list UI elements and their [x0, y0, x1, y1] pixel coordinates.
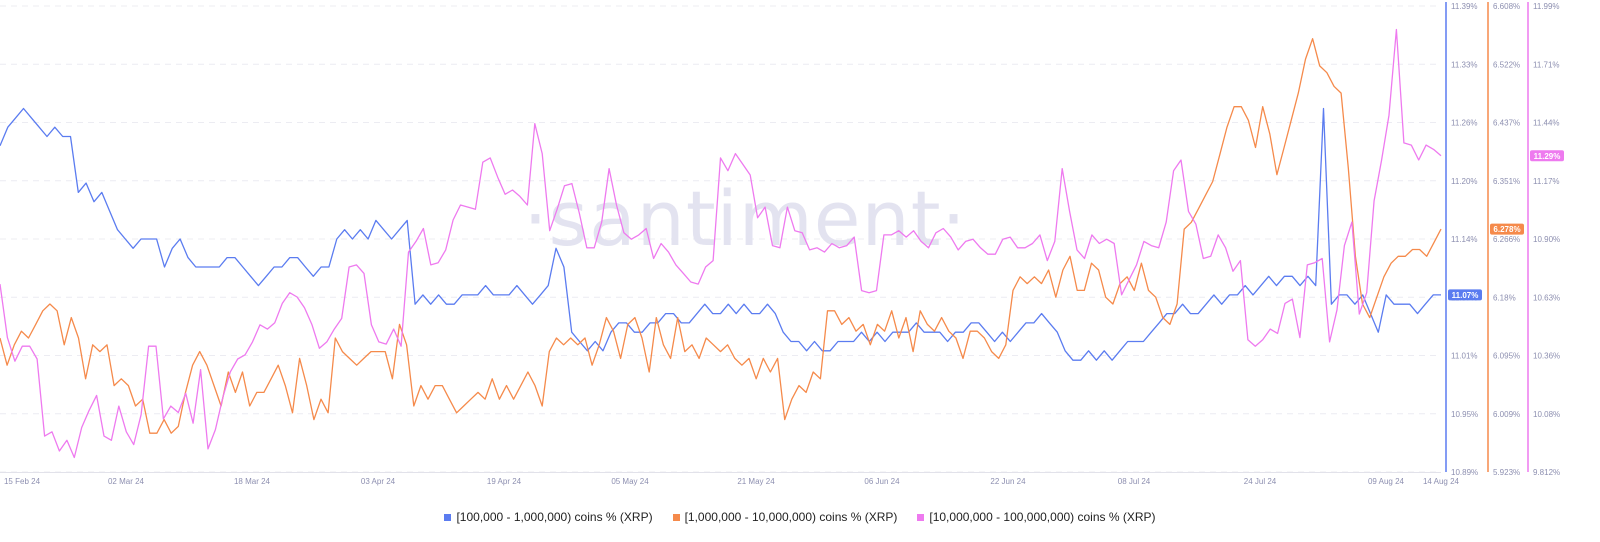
y-tick-label: 10.36%	[1533, 352, 1560, 361]
x-axis: 15 Feb 24 02 Mar 24 18 Mar 24 03 Apr 24 19 A…	[4, 477, 1460, 486]
y-tick-label: 6.608%	[1493, 2, 1520, 11]
x-tick-label: 03 Apr 24	[361, 477, 396, 486]
legend-swatch-blue	[444, 513, 452, 521]
y-tick-label: 11.17%	[1533, 177, 1560, 186]
series-line-3	[0, 28, 1442, 459]
last-value-badge	[1530, 150, 1564, 162]
x-tick-label: 05 May 24	[611, 477, 649, 486]
y-tick-label: 6.522%	[1493, 60, 1520, 69]
watermark: ·santiment·	[523, 174, 966, 263]
y-tick-label: 11.71%	[1533, 60, 1560, 69]
y-tick-label: 6.351%	[1493, 177, 1520, 186]
y-tick-label: 6.266%	[1493, 235, 1520, 244]
x-tick-label: 19 Apr 24	[487, 477, 522, 486]
y-tick-label: 11.01%	[1451, 352, 1478, 361]
y-tick-label: 10.90%	[1533, 235, 1560, 244]
last-value-label: 11.07%	[1452, 291, 1479, 300]
y-tick-label: 6.437%	[1493, 119, 1520, 128]
x-tick-label: 06 Jun 24	[864, 477, 900, 486]
series-line-2	[0, 38, 1442, 434]
series-line-1	[0, 107, 1441, 361]
y-tick-label: 11.26%	[1451, 119, 1478, 128]
x-tick-label: 08 Jul 24	[1118, 477, 1151, 486]
y-tick-label: 11.99%	[1533, 2, 1560, 11]
y-tick-label: 11.33%	[1451, 60, 1478, 69]
legend-swatch-orange	[672, 513, 680, 521]
legend-label: [100,000 - 1,000,000) coins % (XRP)	[456, 510, 653, 524]
last-value-badge	[1490, 223, 1524, 235]
x-tick-label: 02 Mar 24	[108, 477, 145, 486]
y-tick-label: 10.08%	[1533, 410, 1560, 419]
y-tick-label: 11.39%	[1451, 2, 1478, 11]
y-tick-label: 10.89%	[1451, 468, 1478, 477]
last-value-label: 6.278%	[1493, 225, 1520, 234]
legend-swatch-pink	[917, 513, 925, 521]
legend-label: [1,000,000 - 10,000,000) coins % (XRP)	[684, 510, 898, 524]
y-tick-label: 5.923%	[1493, 468, 1520, 477]
legend-item-series-1[interactable]: [100,000 - 1,000,000) coins % (XRP)	[444, 510, 653, 524]
y-tick-label: 9.812%	[1533, 468, 1560, 477]
y-tick-label: 10.95%	[1451, 410, 1478, 419]
series-lines	[0, 28, 1442, 459]
y-tick-label: 6.18%	[1493, 293, 1516, 302]
x-tick-label: 09 Aug 24	[1368, 477, 1405, 486]
y-axes: 11.39% 11.33% 11.26% 11.20% 11.14% 11.07% 11.0…	[1445, 2, 1564, 477]
legend-item-series-2[interactable]: [1,000,000 - 10,000,000) coins % (XRP)	[672, 510, 898, 524]
x-tick-label: 14 Aug 24	[1423, 477, 1460, 486]
grid-lines	[0, 5, 1441, 473]
x-tick-label: 21 May 24	[737, 477, 775, 486]
x-tick-label: 18 Mar 24	[234, 477, 271, 486]
y-tick-label: 10.63%	[1533, 293, 1560, 302]
x-tick-label: 15 Feb 24	[4, 477, 41, 486]
last-value-label: 11.29%	[1534, 152, 1561, 161]
y-tick-label: 11.14%	[1451, 235, 1478, 244]
y-tick-label: 6.009%	[1493, 410, 1520, 419]
x-tick-label: 24 Jul 24	[1244, 477, 1277, 486]
last-value-badge	[1448, 289, 1482, 301]
y-tick-label: 6.095%	[1493, 352, 1520, 361]
y-tick-label: 11.44%	[1533, 119, 1560, 128]
x-tick-label: 22 Jun 24	[990, 477, 1026, 486]
legend-label: [10,000,000 - 100,000,000) coins % (XRP)	[929, 510, 1156, 524]
legend: [100,000 - 1,000,000) coins % (XRP) [1,0…	[0, 510, 1600, 524]
y-tick-label: 11.20%	[1451, 177, 1478, 186]
legend-item-series-3[interactable]: [10,000,000 - 100,000,000) coins % (XRP)	[917, 510, 1156, 524]
